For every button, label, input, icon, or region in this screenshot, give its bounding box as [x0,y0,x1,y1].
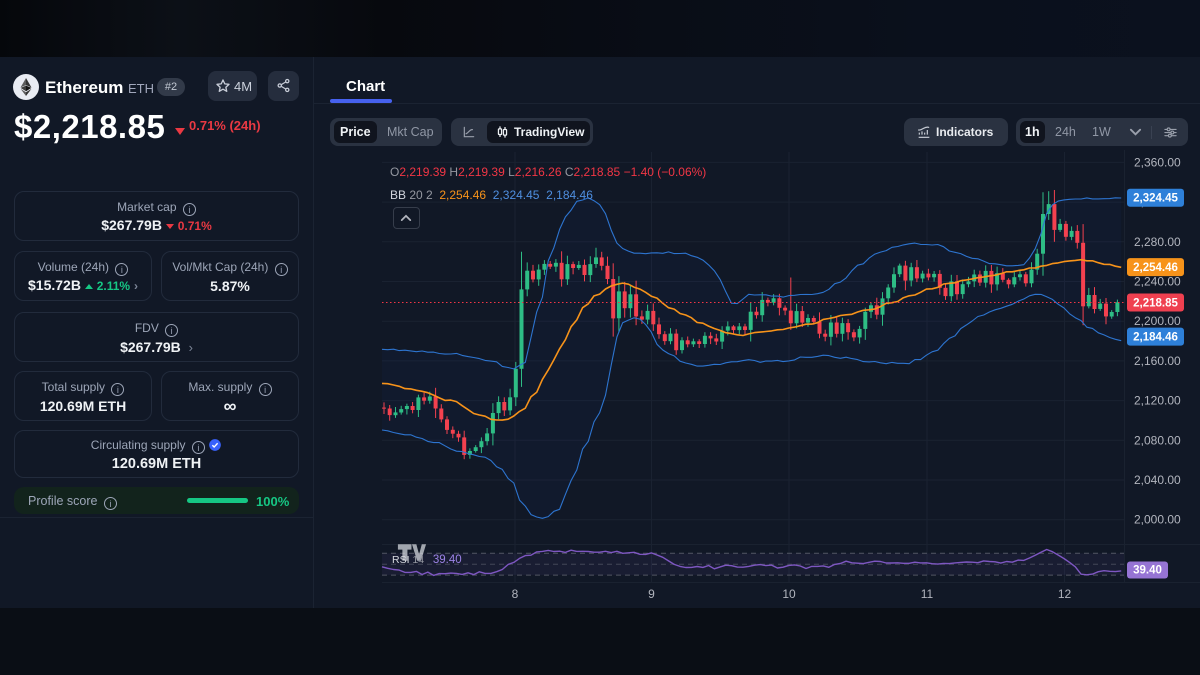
svg-text:2,184.46: 2,184.46 [1133,332,1178,344]
svg-text:12: 12 [1058,587,1072,601]
svg-text:39.40: 39.40 [1133,565,1162,577]
svg-text:2,000.00: 2,000.00 [1134,513,1181,527]
svg-text:9: 9 [648,587,655,601]
svg-text:2,240.00: 2,240.00 [1134,275,1181,289]
svg-text:11: 11 [921,587,934,601]
svg-text:2,200.00: 2,200.00 [1134,314,1181,328]
svg-text:2,160.00: 2,160.00 [1134,354,1181,368]
svg-text:2,280.00: 2,280.00 [1134,235,1181,249]
svg-text:2,324.45: 2,324.45 [1133,193,1178,205]
svg-text:2,120.00: 2,120.00 [1134,394,1181,408]
svg-text:8: 8 [512,587,519,601]
svg-text:2,254.46: 2,254.46 [1133,262,1178,274]
svg-text:2,040.00: 2,040.00 [1134,473,1181,487]
svg-text:2,218.85: 2,218.85 [1133,298,1178,310]
svg-text:10: 10 [782,587,796,601]
svg-text:2,360.00: 2,360.00 [1134,155,1181,169]
svg-text:2,080.00: 2,080.00 [1134,433,1181,447]
